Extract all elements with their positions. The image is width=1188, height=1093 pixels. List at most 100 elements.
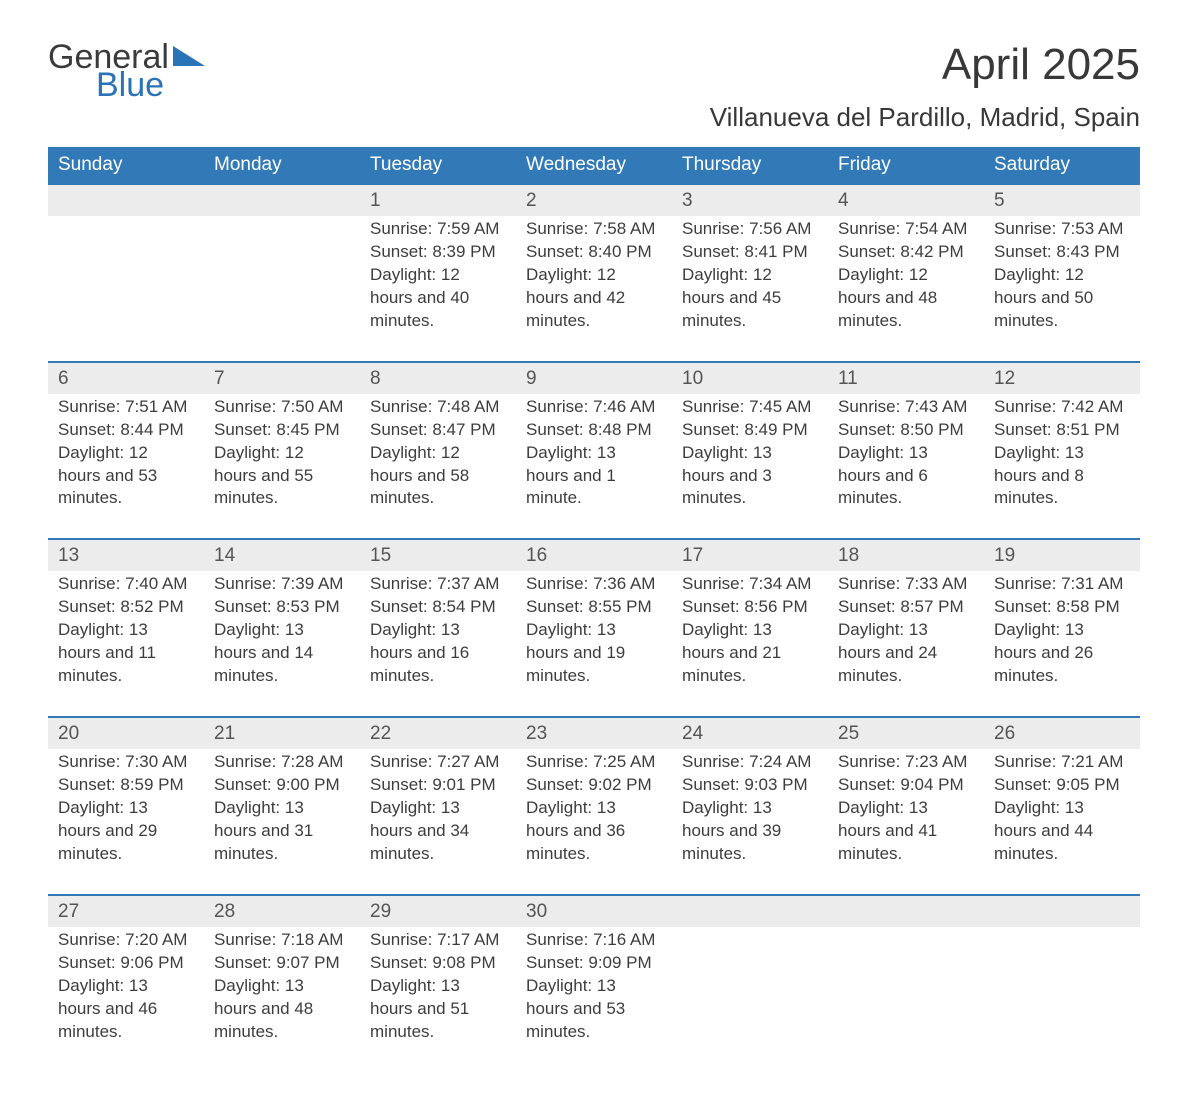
- sunrise-line: Sunrise: 7:42 AM: [994, 396, 1130, 419]
- day-number-cell: 20: [48, 717, 204, 749]
- daylight-line: Daylight: 12 hours and 50 minutes.: [994, 264, 1130, 333]
- sunrise-line: Sunrise: 7:48 AM: [370, 396, 506, 419]
- day-number-cell: 29: [360, 895, 516, 927]
- day-detail-cell: Sunrise: 7:21 AMSunset: 9:05 PMDaylight:…: [984, 749, 1140, 895]
- day-detail-cell: Sunrise: 7:33 AMSunset: 8:57 PMDaylight:…: [828, 571, 984, 717]
- sunset-line: Sunset: 9:09 PM: [526, 952, 662, 975]
- sunrise-line: Sunrise: 7:20 AM: [58, 929, 194, 952]
- day-detail-cell: Sunrise: 7:25 AMSunset: 9:02 PMDaylight:…: [516, 749, 672, 895]
- daylight-line: Daylight: 13 hours and 14 minutes.: [214, 619, 350, 688]
- sunrise-line: Sunrise: 7:58 AM: [526, 218, 662, 241]
- daylight-line: Daylight: 12 hours and 48 minutes.: [838, 264, 974, 333]
- sunset-line: Sunset: 8:41 PM: [682, 241, 818, 264]
- daylight-line: Daylight: 13 hours and 31 minutes.: [214, 797, 350, 866]
- day-number-cell: 18: [828, 539, 984, 571]
- week-body-row: Sunrise: 7:51 AMSunset: 8:44 PMDaylight:…: [48, 394, 1140, 540]
- day-number-cell: 19: [984, 539, 1140, 571]
- day-detail-cell: Sunrise: 7:27 AMSunset: 9:01 PMDaylight:…: [360, 749, 516, 895]
- day-detail-cell: Sunrise: 7:59 AMSunset: 8:39 PMDaylight:…: [360, 216, 516, 362]
- sunrise-line: Sunrise: 7:24 AM: [682, 751, 818, 774]
- daylight-line: Daylight: 13 hours and 6 minutes.: [838, 442, 974, 511]
- day-number-cell: 13: [48, 539, 204, 571]
- day-number-cell: 14: [204, 539, 360, 571]
- day-detail-cell: Sunrise: 7:17 AMSunset: 9:08 PMDaylight:…: [360, 927, 516, 1054]
- daylight-line: Daylight: 12 hours and 58 minutes.: [370, 442, 506, 511]
- header: General Blue April 2025 Villanueva del P…: [48, 40, 1140, 141]
- day-detail-cell: Sunrise: 7:23 AMSunset: 9:04 PMDaylight:…: [828, 749, 984, 895]
- day-detail-cell: Sunrise: 7:28 AMSunset: 9:00 PMDaylight:…: [204, 749, 360, 895]
- sunset-line: Sunset: 8:44 PM: [58, 419, 194, 442]
- sunrise-line: Sunrise: 7:28 AM: [214, 751, 350, 774]
- sunset-line: Sunset: 9:01 PM: [370, 774, 506, 797]
- daylight-line: Daylight: 13 hours and 29 minutes.: [58, 797, 194, 866]
- day-detail-cell: Sunrise: 7:39 AMSunset: 8:53 PMDaylight:…: [204, 571, 360, 717]
- day-detail-cell: Sunrise: 7:37 AMSunset: 8:54 PMDaylight:…: [360, 571, 516, 717]
- day-number-cell: [984, 895, 1140, 927]
- day-detail-cell: Sunrise: 7:54 AMSunset: 8:42 PMDaylight:…: [828, 216, 984, 362]
- weekday-header: Wednesday: [516, 147, 672, 184]
- day-number-cell: 10: [672, 362, 828, 394]
- daylight-line: Daylight: 13 hours and 3 minutes.: [682, 442, 818, 511]
- day-detail-cell: Sunrise: 7:24 AMSunset: 9:03 PMDaylight:…: [672, 749, 828, 895]
- sunset-line: Sunset: 9:07 PM: [214, 952, 350, 975]
- daylight-line: Daylight: 12 hours and 45 minutes.: [682, 264, 818, 333]
- sunset-line: Sunset: 8:42 PM: [838, 241, 974, 264]
- month-title: April 2025: [710, 40, 1140, 90]
- day-detail-cell: Sunrise: 7:46 AMSunset: 8:48 PMDaylight:…: [516, 394, 672, 540]
- sunset-line: Sunset: 8:50 PM: [838, 419, 974, 442]
- day-number-cell: [48, 184, 204, 216]
- day-detail-cell: [672, 927, 828, 1054]
- sunset-line: Sunset: 8:54 PM: [370, 596, 506, 619]
- daylight-line: Daylight: 13 hours and 46 minutes.: [58, 975, 194, 1044]
- sunrise-line: Sunrise: 7:21 AM: [994, 751, 1130, 774]
- weekday-header: Saturday: [984, 147, 1140, 184]
- sunset-line: Sunset: 8:51 PM: [994, 419, 1130, 442]
- sunrise-line: Sunrise: 7:34 AM: [682, 573, 818, 596]
- sunrise-line: Sunrise: 7:39 AM: [214, 573, 350, 596]
- sunrise-line: Sunrise: 7:25 AM: [526, 751, 662, 774]
- title-block: April 2025 Villanueva del Pardillo, Madr…: [710, 40, 1140, 141]
- sunrise-line: Sunrise: 7:30 AM: [58, 751, 194, 774]
- weekday-header: Thursday: [672, 147, 828, 184]
- weekday-header: Sunday: [48, 147, 204, 184]
- sunrise-line: Sunrise: 7:45 AM: [682, 396, 818, 419]
- week-body-row: Sunrise: 7:40 AMSunset: 8:52 PMDaylight:…: [48, 571, 1140, 717]
- day-number-cell: 12: [984, 362, 1140, 394]
- day-number-cell: 16: [516, 539, 672, 571]
- week-daynum-row: 6789101112: [48, 362, 1140, 394]
- day-number-cell: 9: [516, 362, 672, 394]
- day-number-cell: 2: [516, 184, 672, 216]
- sunrise-line: Sunrise: 7:33 AM: [838, 573, 974, 596]
- daylight-line: Daylight: 13 hours and 26 minutes.: [994, 619, 1130, 688]
- daylight-line: Daylight: 13 hours and 51 minutes.: [370, 975, 506, 1044]
- daylight-line: Daylight: 13 hours and 19 minutes.: [526, 619, 662, 688]
- daylight-line: Daylight: 13 hours and 36 minutes.: [526, 797, 662, 866]
- sunrise-line: Sunrise: 7:50 AM: [214, 396, 350, 419]
- sunset-line: Sunset: 8:45 PM: [214, 419, 350, 442]
- daylight-line: Daylight: 13 hours and 24 minutes.: [838, 619, 974, 688]
- day-number-cell: 7: [204, 362, 360, 394]
- weekday-header: Friday: [828, 147, 984, 184]
- day-number-cell: 27: [48, 895, 204, 927]
- sunrise-line: Sunrise: 7:36 AM: [526, 573, 662, 596]
- calendar-page: General Blue April 2025 Villanueva del P…: [0, 0, 1188, 1093]
- day-number-cell: 25: [828, 717, 984, 749]
- sunset-line: Sunset: 9:00 PM: [214, 774, 350, 797]
- sunset-line: Sunset: 8:43 PM: [994, 241, 1130, 264]
- weekday-header: Tuesday: [360, 147, 516, 184]
- daylight-line: Daylight: 13 hours and 53 minutes.: [526, 975, 662, 1044]
- sunset-line: Sunset: 8:39 PM: [370, 241, 506, 264]
- daylight-line: Daylight: 12 hours and 53 minutes.: [58, 442, 194, 511]
- calendar-table: SundayMondayTuesdayWednesdayThursdayFrid…: [48, 147, 1140, 1053]
- week-daynum-row: 20212223242526: [48, 717, 1140, 749]
- day-number-cell: 8: [360, 362, 516, 394]
- sunset-line: Sunset: 8:52 PM: [58, 596, 194, 619]
- weekday-header-row: SundayMondayTuesdayWednesdayThursdayFrid…: [48, 147, 1140, 184]
- day-number-cell: 24: [672, 717, 828, 749]
- day-detail-cell: Sunrise: 7:48 AMSunset: 8:47 PMDaylight:…: [360, 394, 516, 540]
- sunrise-line: Sunrise: 7:56 AM: [682, 218, 818, 241]
- sunset-line: Sunset: 9:03 PM: [682, 774, 818, 797]
- day-detail-cell: Sunrise: 7:53 AMSunset: 8:43 PMDaylight:…: [984, 216, 1140, 362]
- day-number-cell: 30: [516, 895, 672, 927]
- week-body-row: Sunrise: 7:20 AMSunset: 9:06 PMDaylight:…: [48, 927, 1140, 1054]
